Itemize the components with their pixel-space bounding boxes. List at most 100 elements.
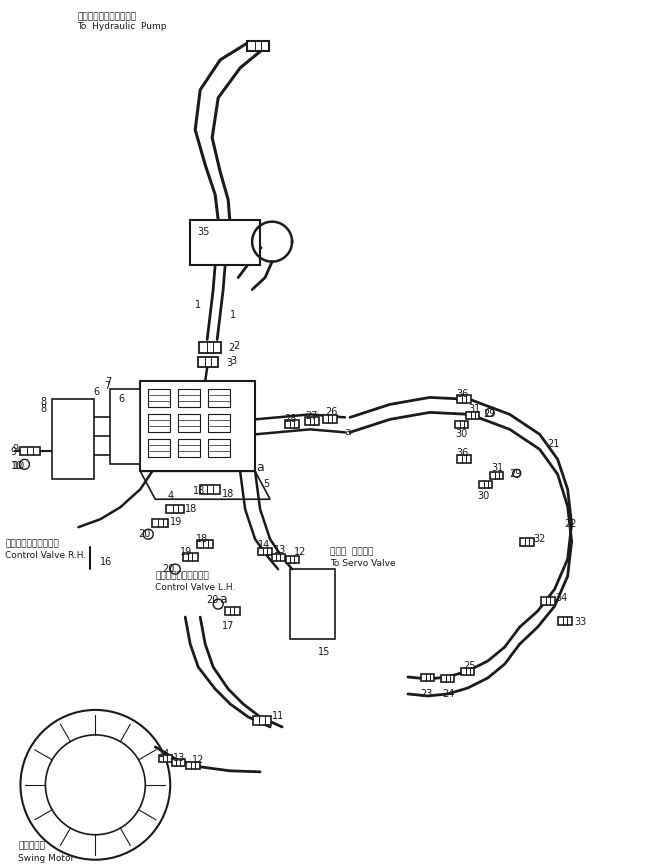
Text: To  Hydraulic  Pump: To Hydraulic Pump [77,22,167,31]
Text: 22: 22 [565,519,577,529]
Text: 12: 12 [294,548,306,557]
Bar [285,420,299,428]
Text: 30: 30 [456,429,468,439]
Bar [140,381,255,471]
Text: コントロールバルブ右: コントロールバルブ右 [5,539,59,548]
Text: 13: 13 [173,753,185,763]
Bar [199,342,221,353]
Text: 21: 21 [548,439,560,449]
Text: 18: 18 [185,504,198,514]
Text: a: a [256,461,264,474]
Circle shape [45,735,145,835]
Text: 4: 4 [167,491,173,501]
Text: 31: 31 [469,405,481,414]
Bar [323,415,337,423]
Bar [540,597,555,605]
Text: 26: 26 [325,407,337,418]
Circle shape [20,459,30,470]
Bar [20,447,40,455]
Text: 8: 8 [40,397,47,407]
Circle shape [170,564,180,574]
Text: 18: 18 [222,490,235,499]
Text: 24: 24 [442,689,454,699]
Text: 3: 3 [230,356,237,367]
Text: 36: 36 [457,389,469,400]
Bar [285,555,299,562]
Text: 10: 10 [11,461,22,471]
Bar [148,389,170,407]
Text: 2: 2 [233,342,239,351]
Text: 20: 20 [206,595,219,606]
Text: 2: 2 [228,343,235,354]
Text: 16: 16 [100,557,113,567]
Bar [305,418,319,426]
Text: 12: 12 [192,755,204,765]
Bar [479,481,492,488]
Bar [442,676,454,682]
Bar [455,421,469,428]
Text: Control Valve L.H.: Control Valve L.H. [156,583,236,593]
Text: 25: 25 [463,661,475,671]
Bar [198,357,218,368]
Text: 3: 3 [226,358,232,368]
Text: 10: 10 [13,461,25,471]
Text: 11: 11 [272,711,284,721]
Text: 15: 15 [318,647,330,657]
Text: 9: 9 [11,447,16,458]
Text: 13: 13 [274,545,286,555]
Bar [272,554,285,561]
Text: 9: 9 [13,445,18,454]
Circle shape [486,408,494,416]
Text: 18: 18 [196,535,208,544]
Bar [148,439,170,458]
Text: 7: 7 [105,377,111,388]
Text: 36: 36 [457,448,469,458]
Text: 14: 14 [158,749,171,759]
Text: 33: 33 [575,617,587,627]
Bar [457,395,471,403]
Text: a: a [345,427,351,438]
Bar [172,759,185,766]
Bar [166,505,185,513]
Text: コントロールバルブ左: コントロールバルブ左 [156,571,209,580]
Text: 6: 6 [94,388,100,397]
Text: 20: 20 [162,564,175,574]
Text: 旋回モータ: 旋回モータ [18,842,45,851]
Text: 35: 35 [197,227,210,237]
Polygon shape [140,471,270,499]
Text: 19: 19 [170,517,183,528]
Bar [253,716,271,726]
Text: 1: 1 [195,299,202,310]
Circle shape [20,710,170,860]
Text: 19: 19 [180,548,192,557]
Bar [159,755,172,762]
Text: 1: 1 [230,310,237,319]
Bar [421,675,434,682]
Bar [178,439,200,458]
Circle shape [213,599,223,609]
Text: 32: 32 [534,535,546,544]
Bar [110,389,140,465]
Bar [148,414,170,432]
Bar [186,762,200,769]
Text: 6: 6 [119,394,125,405]
Text: 34: 34 [556,593,568,603]
Text: 23: 23 [420,689,432,699]
Bar [152,519,168,527]
Text: ハイドロリックポンプへ: ハイドロリックポンプへ [77,12,136,21]
Text: 29: 29 [483,409,495,420]
Bar [520,538,534,546]
Bar [178,414,200,432]
Bar [200,484,220,494]
Text: 31: 31 [492,464,504,473]
Text: 29: 29 [509,470,522,479]
Circle shape [143,529,154,539]
Text: Control Valve R.H.: Control Valve R.H. [5,551,87,561]
Bar [225,607,240,615]
Text: 5: 5 [263,479,270,490]
Bar [208,439,230,458]
Text: 7: 7 [104,381,111,392]
Text: 28: 28 [284,414,297,425]
Bar [197,540,213,548]
Circle shape [513,470,521,477]
